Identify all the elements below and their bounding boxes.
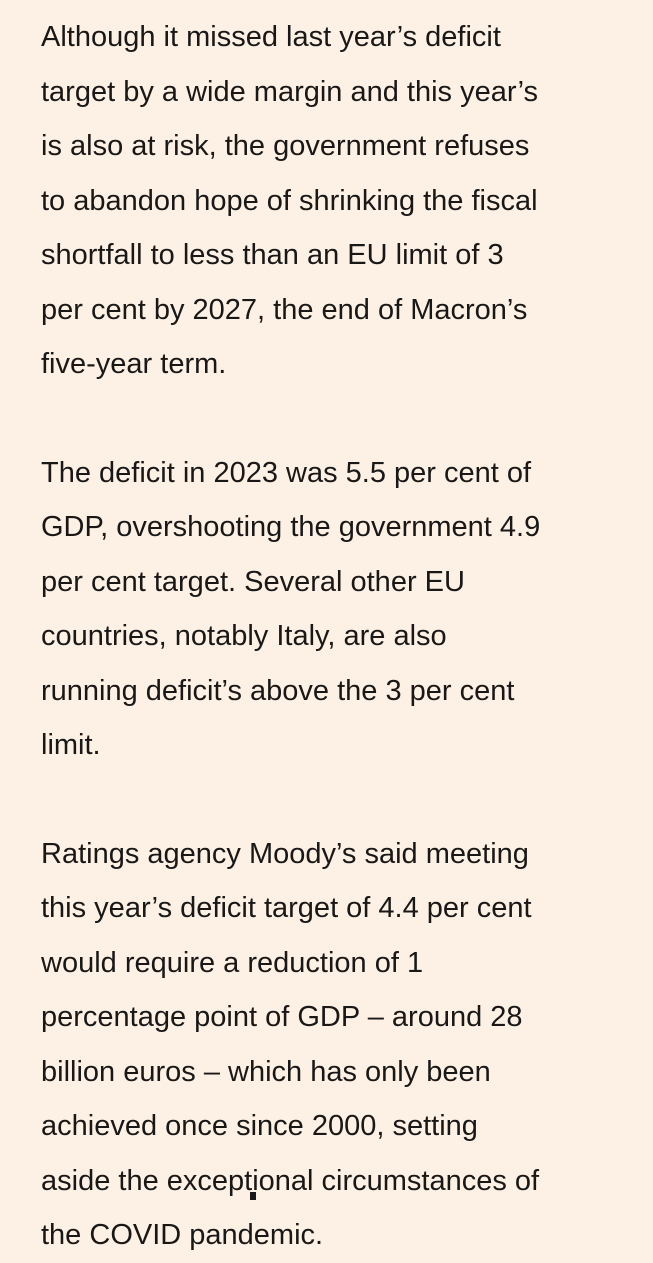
text-line: to abandon hope of shrinking the fiscal (41, 184, 538, 217)
text-line: running deficit’s above the 3 per cent (41, 674, 515, 707)
text-line: countries, notably Italy, are also (41, 620, 447, 652)
cut-off-text-fragment (250, 1192, 256, 1200)
text-line: GDP, overshooting the government 4.9 (41, 511, 541, 543)
text-line: target by a wide margin and this year’s (41, 75, 539, 108)
text-line: aside the exceptional circumstances of (41, 1164, 540, 1197)
paragraph-spacer (41, 773, 641, 827)
text-line: Ratings agency Moody’s said meeting (41, 837, 529, 870)
text-line: is also at risk, the government refuses (41, 130, 530, 162)
paragraph-spacer (41, 392, 641, 446)
paragraph-deficit-target: Although it missed last year’s deficit t… (41, 10, 641, 392)
text-line: would require a reduction of 1 (41, 946, 424, 979)
text-line: per cent target. Several other EU (41, 565, 465, 598)
text-line: per cent by 2027, the end of Macron’s (41, 293, 528, 326)
article-body: Although it missed last year’s deficit t… (41, 10, 641, 1263)
text-line: shortfall to less than an EU limit of 3 (41, 239, 504, 271)
text-line: The deficit in 2023 was 5.5 per cent of (41, 456, 532, 489)
text-line: percentage point of GDP – around 28 (41, 1001, 523, 1033)
text-line: limit. (41, 729, 101, 761)
paragraph-deficit-2023: The deficit in 2023 was 5.5 per cent of … (41, 446, 641, 773)
text-line: this year’s deficit target of 4.4 per ce… (41, 892, 532, 924)
text-line: the COVID pandemic. (41, 1219, 324, 1251)
text-line: achieved once since 2000, setting (41, 1110, 478, 1142)
text-line: billion euros – which has only been (41, 1055, 491, 1088)
text-line: Although it missed last year’s deficit (41, 21, 501, 53)
paragraph-moodys: Ratings agency Moody’s said meeting this… (41, 827, 641, 1263)
text-line: five-year term. (41, 348, 227, 380)
